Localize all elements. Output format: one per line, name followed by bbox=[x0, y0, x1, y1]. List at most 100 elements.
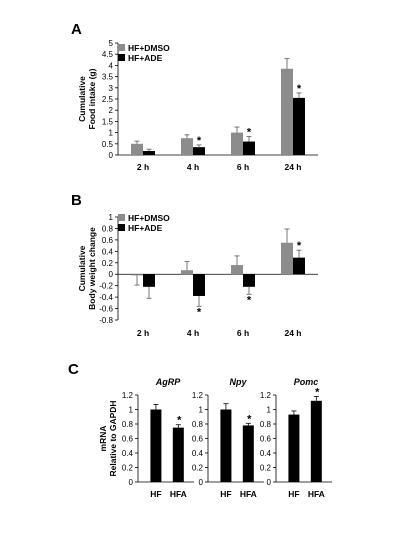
y-tick-label: 0.5 bbox=[102, 140, 114, 149]
y-axis-label-line: Relative to GAPDH bbox=[108, 400, 118, 476]
y-tick-label: 1.5 bbox=[102, 117, 114, 126]
y-tick-label: 1 bbox=[129, 406, 134, 415]
y-axis-label: CumulativeFood intake (g) bbox=[77, 68, 97, 129]
y-axis-label-line: Cumulative bbox=[77, 76, 87, 122]
significance-marker: * bbox=[247, 413, 252, 425]
y-tick-label: 0 bbox=[199, 478, 204, 487]
subplot-title: Pomc bbox=[294, 377, 319, 387]
bar bbox=[243, 274, 255, 287]
panel-letter-b: B bbox=[71, 192, 82, 209]
bar bbox=[231, 265, 243, 275]
x-tick-label: HFA bbox=[170, 489, 187, 499]
x-tick-label: HF bbox=[150, 489, 161, 499]
x-tick-label: HFA bbox=[308, 489, 325, 499]
legend-label: HF+ADE bbox=[128, 53, 163, 63]
y-tick-label: 1.2 bbox=[122, 391, 134, 400]
bar bbox=[281, 242, 293, 275]
y-tick-label: 3.5 bbox=[102, 73, 114, 82]
x-tick-label: HFA bbox=[240, 489, 257, 499]
bar bbox=[293, 97, 305, 155]
x-tick-label: 6 h bbox=[237, 162, 249, 172]
y-tick-label: 1.2 bbox=[192, 391, 204, 400]
legend-swatch bbox=[118, 224, 125, 231]
x-tick-label: 6 h bbox=[237, 328, 249, 338]
subplot-pomc: Pomc 0 0.2 0.4 0.6 0.8 1 1.2 HF * HFA bbox=[260, 377, 332, 499]
legend-label: HF+DMSO bbox=[128, 213, 170, 223]
bar bbox=[231, 132, 243, 155]
bar bbox=[143, 150, 155, 155]
y-tick-label: -0.6 bbox=[99, 305, 113, 314]
x-tick-label: 4 h bbox=[187, 162, 199, 172]
y-tick-label: 0.8 bbox=[260, 420, 272, 429]
y-tick-label: 1 bbox=[109, 129, 114, 138]
y-tick-label: 0.6 bbox=[122, 435, 134, 444]
y-tick-label: 0 bbox=[109, 151, 114, 160]
chart-food-intake: 0 0.5 1 1.5 2 2.5 3 3.5 4 4.5 5 CumulativeFood inta… bbox=[77, 39, 318, 172]
subplot-agrp: AgRP 0 0.2 0.4 0.6 0.8 1 1.2 HF * HFA bbox=[122, 377, 194, 499]
bar bbox=[220, 409, 232, 482]
significance-marker: * bbox=[177, 415, 182, 427]
significance-marker: * bbox=[247, 127, 252, 139]
bar bbox=[131, 274, 143, 276]
legend-label: HF+ADE bbox=[128, 223, 163, 233]
y-tick-label: 1 bbox=[199, 406, 204, 415]
bar bbox=[143, 274, 155, 287]
significance-marker: * bbox=[247, 294, 252, 306]
subplot-title: AgRP bbox=[155, 377, 181, 387]
y-tick-label: 0.4 bbox=[102, 247, 114, 256]
y-tick-label: 1 bbox=[109, 213, 114, 222]
legend-swatch bbox=[118, 214, 125, 221]
y-tick-label: 4 bbox=[109, 61, 114, 70]
x-tick-label: 24 h bbox=[284, 162, 301, 172]
legend-swatch bbox=[118, 44, 125, 51]
bar bbox=[243, 141, 255, 155]
y-tick-label: 0.2 bbox=[260, 464, 272, 473]
subplot-title: Npy bbox=[229, 377, 247, 387]
y-tick-label: 5 bbox=[109, 39, 114, 48]
subplot-npy: Npy 0 0.2 0.4 0.6 0.8 1 1.2 HF * HFA bbox=[192, 377, 264, 499]
y-tick-label: 0.8 bbox=[102, 224, 114, 233]
y-tick-label: 0.4 bbox=[260, 449, 272, 458]
y-tick-label: 4.5 bbox=[102, 50, 114, 59]
y-axis-label-line: mRNA bbox=[98, 426, 108, 452]
bar bbox=[150, 409, 162, 482]
bar bbox=[131, 143, 143, 155]
y-tick-label: 0.2 bbox=[102, 259, 114, 268]
y-tick-label: 3 bbox=[109, 84, 114, 93]
y-axis-label-line: Food intake (g) bbox=[87, 68, 97, 129]
y-tick-label: 2 bbox=[109, 106, 114, 115]
legend-label: HF+DMSO bbox=[128, 43, 170, 53]
y-tick-label: 0.6 bbox=[260, 435, 272, 444]
significance-marker: * bbox=[197, 135, 202, 147]
y-tick-label: 0 bbox=[109, 270, 114, 279]
y-tick-label: -0.4 bbox=[99, 293, 113, 302]
legend-swatch bbox=[118, 54, 125, 61]
significance-marker: * bbox=[315, 386, 320, 398]
y-axis-label-line: Cumulative bbox=[77, 245, 87, 291]
panel-letter-c: C bbox=[68, 361, 79, 378]
x-tick-label: HF bbox=[220, 489, 231, 499]
bar bbox=[193, 274, 205, 296]
bar bbox=[193, 147, 205, 155]
bar bbox=[181, 138, 193, 155]
y-tick-label: -0.8 bbox=[99, 316, 113, 325]
y-tick-label: 0.2 bbox=[122, 464, 134, 473]
y-tick-label: 0 bbox=[129, 478, 134, 487]
bar bbox=[281, 68, 293, 155]
chart-body-weight: -0.8 -0.6 -0.4 -0.2 0 0.2 0.4 0.6 0.8 1 Cumulative… bbox=[77, 213, 318, 338]
y-tick-label: 0.2 bbox=[192, 464, 204, 473]
y-tick-label: 0.6 bbox=[192, 435, 204, 444]
bar bbox=[310, 400, 322, 482]
y-axis-label: mRNARelative to GAPDH bbox=[98, 400, 118, 476]
y-axis-label-line: Body weight change bbox=[87, 227, 97, 310]
y-tick-label: 2.5 bbox=[102, 95, 114, 104]
panel-letter-a: A bbox=[71, 21, 82, 38]
y-tick-label: 0 bbox=[267, 478, 272, 487]
y-tick-label: 1.2 bbox=[260, 391, 272, 400]
significance-marker: * bbox=[197, 306, 202, 318]
y-tick-label: 0.4 bbox=[192, 449, 204, 458]
bar bbox=[181, 270, 193, 275]
significance-marker: * bbox=[297, 83, 302, 95]
y-tick-label: -0.2 bbox=[99, 282, 113, 291]
